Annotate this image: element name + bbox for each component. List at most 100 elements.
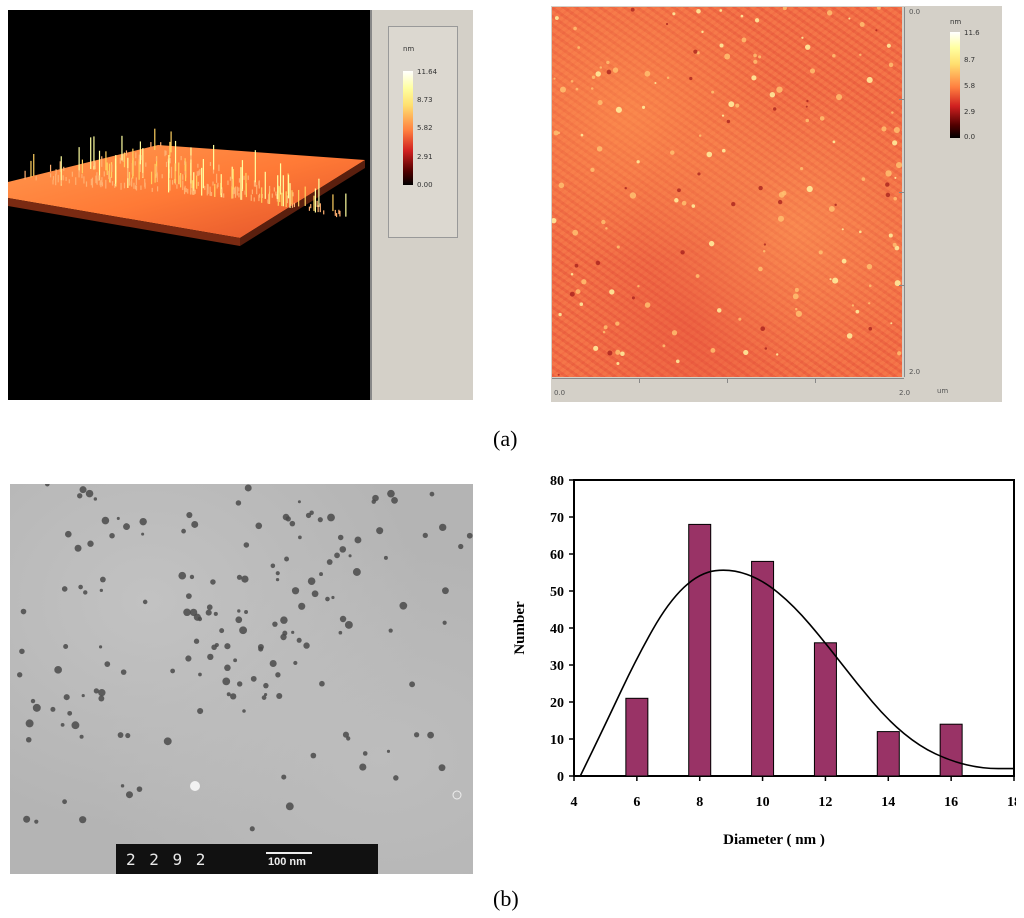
afm-2d-grain: [886, 43, 891, 48]
afm-2d-grain: [711, 90, 715, 94]
afm-2d-grain: [894, 280, 901, 287]
afm-2d-grain: [591, 75, 596, 79]
afm-2d-grain: [696, 8, 701, 14]
afm-2d-grain: [606, 60, 610, 65]
afm-2d-pit: [607, 350, 613, 356]
tem-particle: [298, 535, 302, 540]
tem-particle: [125, 732, 131, 739]
afm-2d-grain: [721, 114, 725, 117]
afm-2d-grain: [575, 289, 581, 295]
tem-particle: [207, 653, 214, 661]
tem-particle: [235, 500, 242, 506]
afm-3d-colorbar-frame: nm 11.64 8.73 5.82 2.91 0.00: [388, 26, 458, 238]
chart-y-tick-label: 70: [550, 511, 564, 526]
afm-2d-grain: [553, 130, 559, 136]
afm-2d-x-axis: [552, 378, 904, 379]
afm-2d-grain: [554, 16, 559, 20]
afm-2d-grain: [615, 349, 621, 355]
tem-particle: [309, 510, 314, 515]
chart-x-tick-label: 18: [1007, 795, 1016, 810]
tem-particle: [269, 659, 277, 667]
tem-particle: [258, 646, 264, 652]
tem-particle: [63, 644, 69, 649]
tem-particle: [307, 577, 316, 585]
afm-2d-grain: [735, 103, 740, 108]
chart-x-tick-label: 6: [633, 795, 640, 810]
tem-particle: [354, 536, 362, 544]
afm-2d-grain: [781, 190, 787, 196]
afm-2d-grain: [681, 200, 687, 206]
afm-2d-x-minor-tick: [639, 378, 640, 383]
tem-particle: [466, 532, 473, 539]
tem-particle: [125, 791, 133, 799]
tem-particle: [60, 722, 65, 727]
tem-particle: [189, 608, 198, 617]
afm-2d-tick-0: 11.6: [964, 29, 980, 37]
afm-2d-grain: [559, 86, 566, 93]
tem-particle: [81, 694, 85, 698]
tem-particle: [25, 719, 34, 728]
afm-2d-grain: [795, 310, 803, 317]
afm-2d-grain: [719, 43, 724, 48]
afm-2d-grain: [701, 30, 704, 34]
afm-2d-grain: [577, 46, 581, 49]
afm-2d-grain: [801, 36, 804, 39]
tem-particle: [429, 491, 435, 497]
afm-2d-y-axis: [904, 7, 905, 377]
afm-2d-grain: [804, 44, 811, 50]
tem-particle: [211, 644, 217, 651]
tem-particle: [142, 599, 148, 605]
afm-2d-grain: [806, 185, 813, 193]
afm-2d-grain: [892, 242, 897, 247]
afm-3d-tick-2: 5.82: [417, 124, 433, 132]
tem-bright-spot: [190, 781, 200, 791]
afm-2d-grain: [721, 148, 726, 153]
afm-2d-grain: [570, 79, 574, 83]
afm-2d-grain: [894, 245, 900, 251]
tem-particle: [284, 556, 290, 562]
afm-2d-pit: [777, 199, 783, 205]
afm-2d-grain: [885, 170, 892, 177]
panel-label-a: (a): [493, 426, 518, 451]
afm-2d-grain: [848, 17, 851, 20]
afm-2d-grain: [558, 312, 562, 317]
afm-2d-grain: [675, 359, 680, 364]
tem-particle: [255, 522, 263, 530]
tem-particle: [439, 523, 447, 532]
tem-particle: [67, 710, 73, 716]
tem-particle: [291, 587, 300, 595]
tem-image: 2 2 9 2 100 nm: [10, 484, 473, 874]
afm-2d-tick-2: 5.8: [964, 82, 976, 90]
tem-particle: [317, 517, 323, 523]
afm-2d-grain: [557, 131, 561, 135]
tem-particle: [281, 774, 287, 780]
afm-2d-x-minor-tick: [727, 378, 728, 383]
tem-particle: [285, 802, 294, 811]
tem-particle: [263, 692, 268, 697]
tem-particle: [25, 737, 32, 743]
tem-particle: [275, 571, 280, 576]
tem-particle: [362, 751, 368, 756]
chart-x-axis-title: Diameter ( nm ): [723, 832, 825, 848]
tem-particle: [98, 645, 103, 649]
tem-particle: [319, 680, 325, 687]
afm-2d-y-tick-bottom: 2.0: [909, 368, 921, 376]
afm-2d-grain: [753, 53, 757, 58]
afm-2d-grain: [602, 330, 606, 334]
tem-particle: [34, 819, 39, 824]
afm-2d-pit: [868, 326, 873, 331]
afm-2d-grain: [782, 7, 787, 11]
tem-particle: [272, 621, 278, 627]
tem-particle: [185, 655, 192, 662]
tem-particle: [442, 587, 449, 595]
afm-2d-grain: [599, 66, 603, 69]
tem-particle: [104, 661, 111, 668]
afm-2d-grain: [888, 62, 894, 68]
afm-2d-grain: [575, 87, 579, 91]
afm-2d-grain: [866, 76, 873, 84]
afm-2d-grain: [743, 349, 749, 356]
tem-particle: [32, 703, 41, 712]
afm-2d-y-tick-top: 0.0: [909, 8, 921, 16]
tem-particle: [109, 532, 115, 539]
tem-particle: [342, 731, 349, 738]
